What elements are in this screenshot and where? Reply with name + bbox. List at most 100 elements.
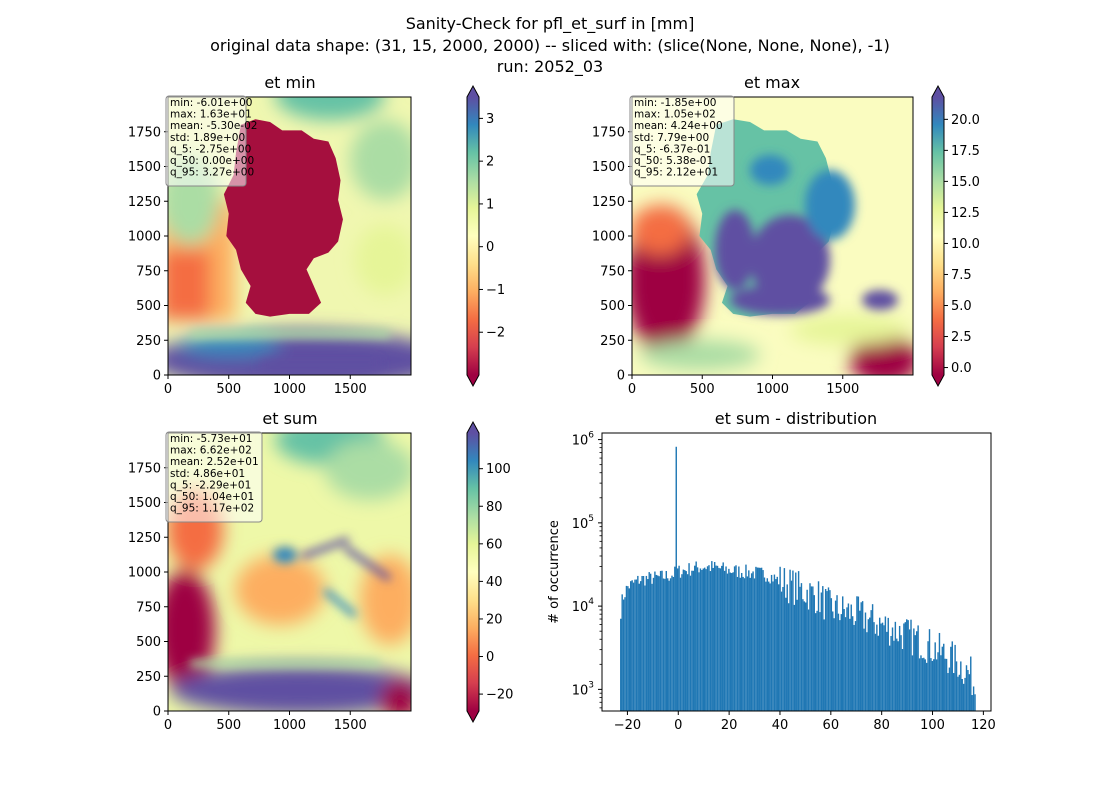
histogram-bar bbox=[799, 586, 801, 711]
x-tick-label: 500 bbox=[690, 382, 715, 397]
histogram-bar bbox=[659, 570, 662, 711]
histogram-bar bbox=[961, 678, 963, 711]
histogram-bar bbox=[658, 576, 660, 711]
histogram-bar bbox=[702, 568, 704, 711]
histogram-bar bbox=[890, 635, 892, 711]
histogram-bar bbox=[934, 642, 936, 711]
y-tick-base: 10 bbox=[572, 683, 589, 698]
histogram-bar bbox=[846, 607, 848, 711]
x-tick-label: 1500 bbox=[826, 382, 859, 397]
histogram-bar bbox=[676, 568, 679, 711]
histogram-bar bbox=[705, 569, 707, 711]
histogram-bar bbox=[908, 629, 911, 711]
x-tick-label: 60 bbox=[823, 718, 840, 733]
x-tick-label: 0 bbox=[628, 382, 636, 397]
x-tick-label: 500 bbox=[216, 718, 241, 733]
histogram-bar bbox=[854, 621, 857, 711]
histogram-bar bbox=[662, 578, 665, 711]
histogram-bar bbox=[842, 596, 844, 711]
colorbar-outline bbox=[931, 84, 945, 388]
histogram-bar bbox=[675, 446, 677, 711]
histogram-bar bbox=[937, 652, 939, 711]
histogram-bar bbox=[921, 658, 924, 711]
y-tick-label: 104 bbox=[572, 597, 595, 615]
histogram-bar bbox=[836, 595, 838, 711]
histogram-bar bbox=[950, 646, 952, 711]
colorbar-tick-label: 5.0 bbox=[951, 299, 972, 314]
histogram-bar bbox=[708, 565, 710, 711]
histogram-bar bbox=[639, 581, 642, 711]
histogram-bar bbox=[840, 614, 843, 711]
histogram-bar bbox=[910, 619, 912, 711]
histogram-bar bbox=[859, 610, 861, 711]
y-tick-label: 1000 bbox=[128, 566, 161, 581]
histogram-bar bbox=[960, 661, 962, 711]
histogram-bar bbox=[918, 658, 921, 711]
x-tick-label: 0 bbox=[674, 718, 682, 733]
histogram-bar bbox=[903, 623, 905, 711]
y-tick-label: 500 bbox=[136, 299, 161, 314]
histogram-bar bbox=[703, 567, 706, 711]
x-tick-label: 0 bbox=[164, 718, 172, 733]
histogram-bar bbox=[709, 571, 712, 711]
histogram-bar bbox=[823, 619, 825, 711]
histogram-bar bbox=[776, 576, 778, 711]
histogram-bar bbox=[832, 611, 834, 711]
histogram-bar bbox=[874, 633, 877, 711]
histogram-bar bbox=[888, 645, 891, 711]
colorbar-gradient bbox=[467, 433, 479, 711]
colorbar-tick-label: 0 bbox=[486, 650, 494, 665]
histogram-bar bbox=[664, 578, 666, 711]
colorbar-extend-bottom bbox=[467, 375, 479, 386]
histogram-bar bbox=[901, 649, 904, 711]
histogram-bar bbox=[699, 568, 702, 711]
histogram-bar bbox=[957, 676, 959, 711]
histogram-bar bbox=[904, 622, 907, 711]
histogram-bar bbox=[876, 624, 878, 711]
colorbar-tick-label: 3 bbox=[486, 112, 494, 127]
histogram-bar bbox=[685, 571, 687, 711]
histogram-bar bbox=[728, 568, 730, 711]
histogram-bar bbox=[691, 570, 693, 711]
stat-line: q_95: 2.12e+01 bbox=[634, 167, 718, 179]
stat-line: q_95: 3.27e+00 bbox=[170, 167, 254, 179]
histogram-bar bbox=[940, 655, 942, 711]
histogram-bar bbox=[624, 597, 626, 711]
y-tick-label: 750 bbox=[600, 264, 625, 279]
histogram-bar bbox=[783, 568, 786, 711]
y-tick-label: 1500 bbox=[592, 160, 625, 175]
histogram-bar bbox=[853, 624, 855, 711]
histogram-bar bbox=[915, 631, 918, 711]
histogram-bar bbox=[674, 566, 676, 711]
histogram-bar bbox=[635, 579, 638, 711]
histogram-bar bbox=[711, 561, 713, 711]
histogram-bar bbox=[880, 623, 882, 711]
colorbar-tick-label: 1 bbox=[486, 197, 494, 212]
histogram-bar bbox=[871, 604, 874, 711]
stat-line: max: 6.62e+02 bbox=[170, 445, 252, 457]
colorbar-tick-label: 2 bbox=[486, 155, 494, 170]
colorbar-tick-label: 60 bbox=[486, 537, 503, 552]
histogram-bar bbox=[917, 625, 919, 711]
histogram-bar bbox=[652, 577, 655, 711]
histogram-bar bbox=[896, 638, 898, 711]
panel-title: et sum bbox=[262, 409, 317, 428]
histogram-bar bbox=[694, 565, 696, 711]
histogram-bar bbox=[780, 591, 783, 711]
colorbar-tick-label: 20.0 bbox=[951, 113, 980, 128]
stat-line: mean: 2.52e+01 bbox=[170, 456, 259, 468]
histogram-bar bbox=[830, 598, 833, 711]
histogram-bar bbox=[814, 613, 817, 711]
y-tick-label: 0 bbox=[153, 369, 161, 384]
histogram-bar bbox=[698, 572, 700, 711]
histogram-bar bbox=[637, 575, 639, 711]
histogram-bar bbox=[688, 563, 690, 711]
stat-line: q_50: 0.00e+00 bbox=[170, 155, 254, 167]
histogram-bar bbox=[721, 565, 723, 711]
histogram-bar bbox=[856, 596, 858, 711]
histogram-bar bbox=[857, 596, 860, 711]
heatmap-et-min bbox=[168, 97, 411, 375]
histogram-bar bbox=[716, 565, 719, 711]
